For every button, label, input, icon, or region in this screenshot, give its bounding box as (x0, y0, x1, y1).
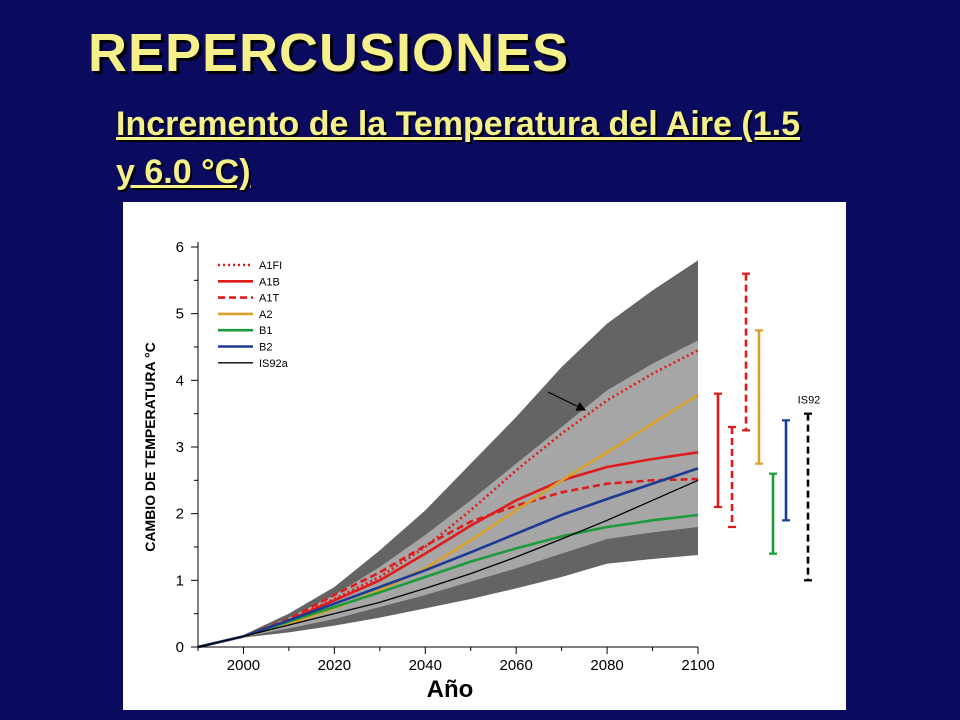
subtitle-line-1: Incremento de la Temperatura del Aire (1… (116, 105, 801, 143)
legend-label-a1b: A1B (259, 276, 280, 288)
y-tick-label-2: 2 (176, 506, 184, 523)
annotation-arrow (547, 391, 587, 411)
y-tick-label-5: 5 (176, 306, 184, 323)
y-tick-label-1: 1 (176, 572, 184, 589)
y-tick-label-6: 6 (176, 239, 184, 256)
series-line-is92a (197, 479, 699, 648)
temperature-chart: 2000 2020 2040 2060 2080 2100 0 1 2 3 4 5 6 Año CAMBIO… (142, 239, 821, 703)
x-tick-label-2020: 2020 (318, 657, 351, 674)
series-line-a1t (197, 477, 699, 649)
x-tick-label-2000: 2000 (227, 657, 260, 674)
y-tick-label-3: 3 (176, 439, 184, 456)
y-tick-label-4: 4 (176, 372, 184, 389)
envelope-outer (198, 260, 698, 647)
series-line-b2 (197, 467, 699, 649)
x-tick-label-2080: 2080 (590, 657, 623, 674)
y-axis-label: CAMBIO DE TEMPERATURA °C (142, 342, 158, 551)
x-tick-label-2100: 2100 (681, 657, 714, 674)
x-tick-label-2040: 2040 (409, 657, 442, 674)
subtitle-line-2: y 6.0 °C) (116, 153, 251, 191)
legend-label-b1: B1 (259, 325, 272, 337)
series-line-a2 (197, 393, 699, 649)
x-axis-label: Año (427, 676, 474, 703)
range-bar-label-is92: IS92 (798, 395, 821, 407)
y-tick-label-0: 0 (176, 639, 184, 656)
x-tick-label-2060: 2060 (499, 657, 532, 674)
legend-label-a1fi: A1FI (259, 260, 282, 272)
legend-label-b2: B2 (259, 342, 272, 354)
slide-subtitle: Incremento de la Temperatura del Aire (1… (116, 100, 800, 196)
chart-panel: 2000 2020 2040 2060 2080 2100 0 1 2 3 4 5 6 Año CAMBIO… (123, 202, 846, 710)
legend-label-a1t: A1T (259, 293, 279, 305)
legend-label-a2: A2 (259, 309, 272, 321)
slide-title: REPERCUSIONES (88, 23, 570, 83)
legend-label-is92a: IS92a (259, 358, 289, 370)
envelope-inner (198, 340, 698, 647)
